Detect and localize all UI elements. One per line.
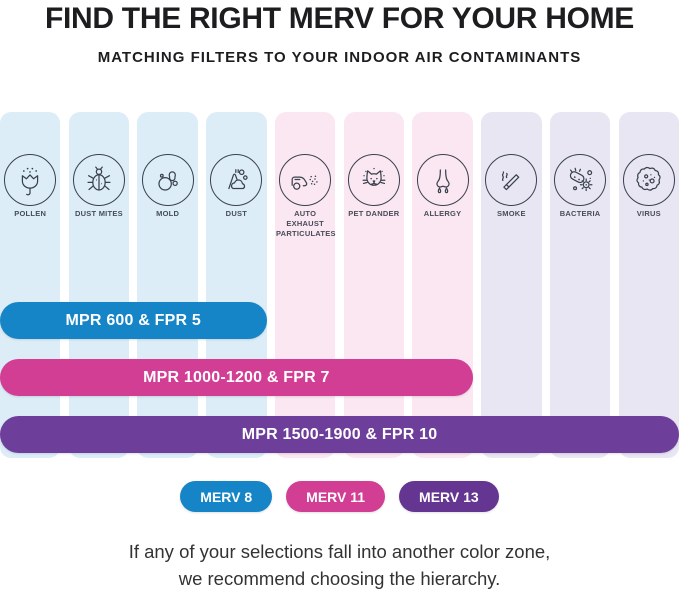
contaminant-chart: POLLEN DUST MITES MOLD DUST AUTO EXHAUST… <box>0 112 679 460</box>
contaminant-label: AUTO EXHAUST PARTICULATES <box>275 209 336 239</box>
page-subtitle: MATCHING FILTERS TO YOUR INDOOR AIR CONT… <box>97 49 582 66</box>
contaminant-column: ALLERGY <box>412 112 473 458</box>
zone-bar-label: MPR 1500-1900 & FPR 10 <box>241 425 438 443</box>
contaminant-label: SMOKE <box>496 209 526 218</box>
merv-legend: MERV 8 MERV 11 MERV 13 <box>0 481 679 512</box>
contaminant-column: BACTERIA <box>549 112 611 458</box>
contaminant-label: MOLD <box>156 209 180 218</box>
zone-bar-label: MPR 600 & FPR 5 <box>65 311 202 329</box>
contaminant-label: VIRUS <box>636 209 661 218</box>
bacteria-icon <box>554 154 607 206</box>
contaminant-column: SMOKE <box>481 112 542 458</box>
footer-line-2: we recommend choosing the hierarchy. <box>178 568 501 589</box>
allergy-icon <box>416 154 469 206</box>
smoke-icon <box>485 154 538 206</box>
contaminant-label: POLLEN <box>14 209 47 218</box>
contaminant-label: DUST <box>225 209 248 218</box>
page-title: FIND THE RIGHT MERV FOR YOUR HOME <box>44 2 635 35</box>
auto-exhaust-icon <box>279 154 332 206</box>
contaminant-label: DUST MITES <box>74 209 123 218</box>
contaminant-label: BACTERIA <box>559 209 601 218</box>
zone-bar-label: MPR 1000-1200 & FPR 7 <box>143 368 330 386</box>
legend-pill-label: MERV 8 <box>200 488 253 505</box>
legend-pill: MERV 8 <box>180 481 273 512</box>
contaminant-column: DUST MITES <box>68 112 130 458</box>
contaminant-column: PET DANDER <box>343 112 405 458</box>
contaminant-column: VIRUS <box>618 112 679 458</box>
zone-bar: MPR 1000-1200 & FPR 7 <box>0 359 473 396</box>
legend-pill: MERV 13 <box>399 481 499 512</box>
contaminant-column: DUST <box>206 112 267 458</box>
pollen-icon <box>4 154 57 206</box>
dust-mites-icon <box>72 154 125 206</box>
zone-bar: MPR 1500-1900 & FPR 10 <box>0 416 679 453</box>
footer-line-1: If any of your selections fall into anot… <box>128 541 551 562</box>
contaminant-column: POLLEN <box>0 112 61 458</box>
contaminant-column: AUTO EXHAUST PARTICULATES <box>274 112 336 458</box>
contaminant-column: MOLD <box>137 112 198 458</box>
pet-dander-icon <box>347 154 400 206</box>
zone-bar: MPR 600 & FPR 5 <box>0 302 267 339</box>
legend-pill-label: MERV 13 <box>419 488 479 505</box>
virus-icon <box>622 154 675 206</box>
dust-icon <box>210 154 263 206</box>
mold-icon <box>141 154 194 206</box>
contaminant-label: ALLERGY <box>423 209 462 218</box>
contaminant-columns: POLLEN DUST MITES MOLD DUST AUTO EXHAUST… <box>0 112 679 458</box>
legend-pill: MERV 11 <box>286 481 386 512</box>
footer-note: If any of your selections fall into anot… <box>0 538 679 589</box>
contaminant-label: PET DANDER <box>348 209 400 218</box>
legend-pill-label: MERV 11 <box>306 488 366 505</box>
